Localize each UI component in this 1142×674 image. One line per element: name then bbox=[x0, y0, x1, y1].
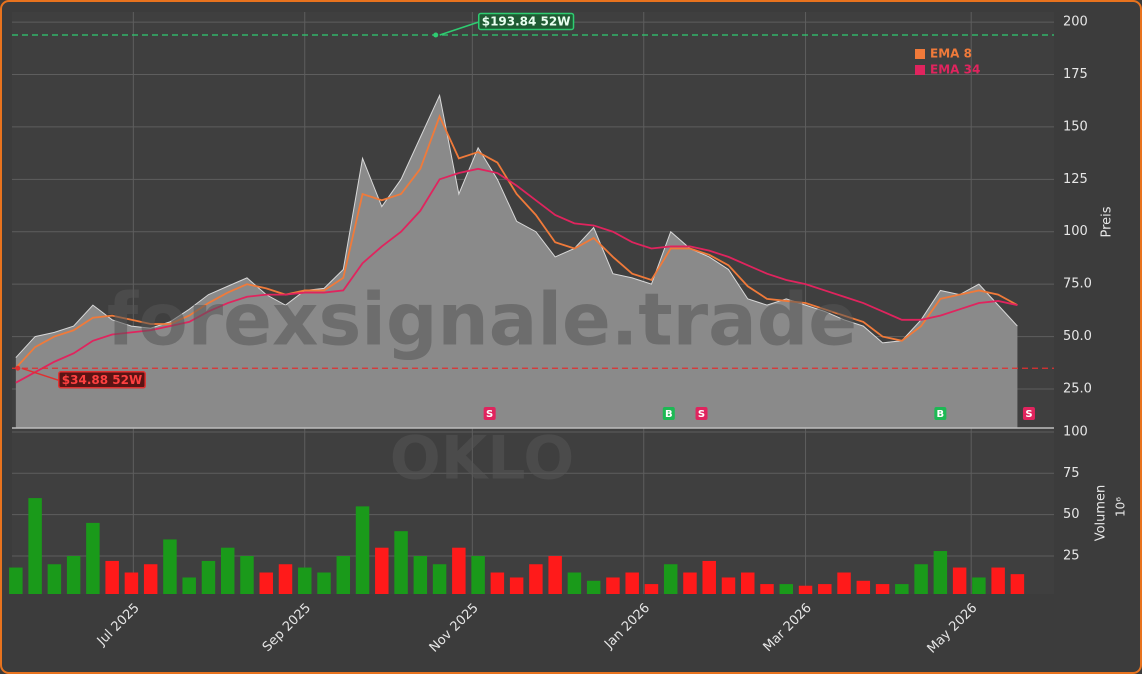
volume-bar bbox=[163, 539, 177, 594]
ema-line bbox=[15, 167, 1018, 384]
volume-bar bbox=[702, 560, 716, 594]
annotation-arrow bbox=[439, 21, 479, 36]
volume-bar bbox=[124, 572, 139, 594]
price-area bbox=[15, 95, 1018, 429]
volume-bar bbox=[721, 577, 736, 594]
volume-bar bbox=[317, 572, 331, 594]
volume-bar bbox=[47, 564, 62, 594]
volume-bar bbox=[413, 555, 428, 594]
volume-bar bbox=[432, 564, 447, 594]
volume-bar bbox=[394, 531, 408, 594]
signal-marker bbox=[483, 407, 496, 420]
signal-label: S bbox=[486, 409, 493, 420]
signal-label: B bbox=[665, 409, 673, 420]
volume-bar bbox=[798, 585, 813, 594]
volume-tick-label: 100 bbox=[1063, 424, 1088, 439]
signal-marker bbox=[695, 407, 708, 420]
annotation-label: $34.88 52W bbox=[62, 373, 142, 387]
volume-tick-label: 25 bbox=[1063, 548, 1080, 563]
ema-line bbox=[15, 114, 1018, 369]
legend-swatch bbox=[915, 49, 925, 59]
volume-bar bbox=[201, 560, 216, 594]
volume-bar bbox=[760, 584, 774, 594]
volume-bar bbox=[452, 547, 466, 594]
annotation: $34.88 52W bbox=[58, 371, 146, 389]
volume-bar bbox=[529, 564, 543, 594]
signal-label: B bbox=[937, 409, 945, 420]
watermark-symbol: OKLO bbox=[390, 424, 575, 494]
volume-bar bbox=[548, 555, 562, 594]
volume-bar bbox=[509, 577, 524, 594]
annotation-label: $193.84 52W bbox=[482, 14, 571, 28]
y-tick-label: 25.0 bbox=[1063, 382, 1092, 397]
volume-bar bbox=[606, 577, 620, 594]
volume-bar bbox=[182, 577, 196, 594]
volume-bar bbox=[143, 564, 158, 594]
y-tick-label: 125 bbox=[1063, 172, 1088, 187]
y-tick-label: 100 bbox=[1063, 224, 1088, 239]
volume-bar bbox=[259, 572, 273, 594]
volume-bar bbox=[914, 564, 928, 594]
volume-axis-title: Volumen bbox=[1094, 485, 1109, 542]
volume-bar bbox=[86, 522, 100, 594]
signal-label: S bbox=[1025, 409, 1032, 420]
legend-label: EMA 8 bbox=[930, 47, 972, 61]
volume-tick-label: 75 bbox=[1063, 466, 1080, 481]
volume-bar bbox=[856, 580, 871, 594]
legend-label: EMA 34 bbox=[930, 63, 980, 77]
signal-marker bbox=[934, 407, 947, 420]
volume-bar bbox=[240, 555, 254, 594]
volume-bar bbox=[105, 560, 119, 594]
volume-bar bbox=[683, 572, 697, 594]
volume-bar bbox=[644, 584, 659, 594]
annotation-arrow bbox=[21, 367, 60, 381]
volume-bar bbox=[66, 555, 81, 594]
volume-bar bbox=[9, 567, 23, 594]
volume-bar bbox=[220, 547, 235, 594]
volume-bar bbox=[818, 584, 832, 594]
y-tick-label: 150 bbox=[1063, 119, 1088, 134]
volume-bar bbox=[567, 572, 582, 594]
volume-unit: 10⁶ bbox=[1114, 497, 1128, 517]
volume-bar bbox=[586, 580, 601, 594]
volume-bar bbox=[952, 567, 967, 594]
volume-bar bbox=[837, 572, 851, 594]
annotation: $193.84 52W bbox=[477, 12, 575, 31]
volume-bar bbox=[298, 567, 312, 594]
annotation-box bbox=[477, 12, 575, 31]
y-axis-title: Preis bbox=[1100, 206, 1115, 237]
volume-bar bbox=[779, 584, 794, 594]
volume-bar bbox=[933, 551, 948, 594]
y-tick-label: 175 bbox=[1063, 67, 1088, 82]
annotation-point bbox=[15, 365, 21, 371]
volume-bar bbox=[336, 555, 351, 594]
signal-marker bbox=[1022, 407, 1035, 420]
volume-bar bbox=[355, 506, 370, 594]
watermark: forexsignale.trade bbox=[107, 278, 857, 362]
volume-bar bbox=[972, 577, 986, 594]
volume-bar bbox=[278, 564, 293, 594]
volume-bar bbox=[375, 547, 389, 594]
volume-bar bbox=[895, 584, 909, 594]
volume-bar bbox=[741, 572, 755, 594]
signal-marker bbox=[662, 407, 675, 420]
signal-label: S bbox=[698, 409, 705, 420]
price-line bbox=[15, 93, 1018, 358]
volume-tick-label: 50 bbox=[1063, 507, 1080, 522]
volume-bar bbox=[490, 572, 505, 594]
volume-bar bbox=[1010, 574, 1025, 594]
y-tick-label: 75.0 bbox=[1063, 277, 1092, 292]
volume-bar bbox=[663, 564, 678, 594]
y-tick-label: 50.0 bbox=[1063, 329, 1092, 344]
volume-bar bbox=[625, 572, 639, 594]
volume-bar bbox=[875, 584, 890, 594]
volume-bar bbox=[28, 498, 42, 594]
volume-bar bbox=[991, 567, 1005, 594]
y-tick-label: 200 bbox=[1063, 15, 1088, 30]
annotation-point bbox=[433, 32, 439, 38]
legend-swatch bbox=[915, 65, 925, 75]
volume-bar bbox=[471, 555, 485, 594]
